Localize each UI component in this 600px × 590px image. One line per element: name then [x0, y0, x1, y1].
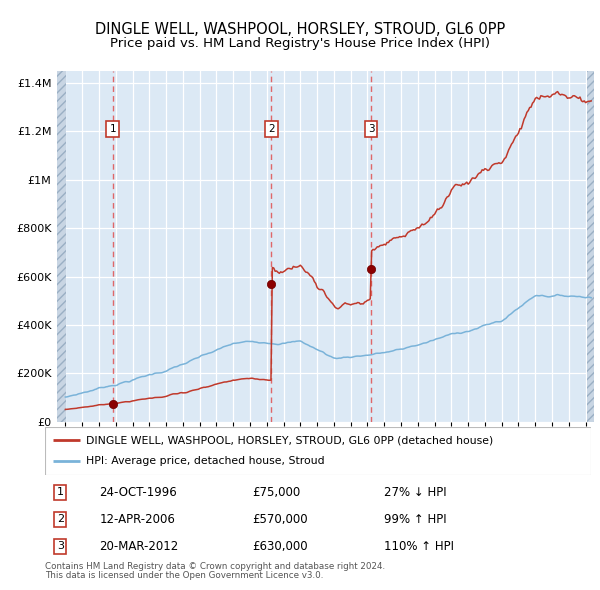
Text: 12-APR-2006: 12-APR-2006: [100, 513, 175, 526]
Text: 110% ↑ HPI: 110% ↑ HPI: [383, 540, 454, 553]
Text: £570,000: £570,000: [253, 513, 308, 526]
Text: 20-MAR-2012: 20-MAR-2012: [100, 540, 179, 553]
Bar: [57, 71, 66, 422]
Text: 27% ↓ HPI: 27% ↓ HPI: [383, 486, 446, 499]
Text: £75,000: £75,000: [253, 486, 301, 499]
Text: DINGLE WELL, WASHPOOL, HORSLEY, STROUD, GL6 0PP: DINGLE WELL, WASHPOOL, HORSLEY, STROUD, …: [95, 22, 505, 37]
Bar: [57, 71, 66, 422]
Text: Price paid vs. HM Land Registry's House Price Index (HPI): Price paid vs. HM Land Registry's House …: [110, 37, 490, 50]
Text: 99% ↑ HPI: 99% ↑ HPI: [383, 513, 446, 526]
Text: 2: 2: [268, 124, 275, 134]
Text: 1: 1: [109, 124, 116, 134]
Bar: [587, 71, 594, 422]
Text: 1: 1: [57, 487, 64, 497]
FancyBboxPatch shape: [45, 427, 591, 475]
Text: 3: 3: [57, 541, 64, 551]
Text: HPI: Average price, detached house, Stroud: HPI: Average price, detached house, Stro…: [86, 457, 325, 467]
Text: DINGLE WELL, WASHPOOL, HORSLEY, STROUD, GL6 0PP (detached house): DINGLE WELL, WASHPOOL, HORSLEY, STROUD, …: [86, 435, 493, 445]
Text: This data is licensed under the Open Government Licence v3.0.: This data is licensed under the Open Gov…: [45, 571, 323, 579]
Text: 3: 3: [368, 124, 374, 134]
Text: 2: 2: [57, 514, 64, 525]
Text: £630,000: £630,000: [253, 540, 308, 553]
Text: 24-OCT-1996: 24-OCT-1996: [100, 486, 178, 499]
Bar: [587, 71, 594, 422]
Text: Contains HM Land Registry data © Crown copyright and database right 2024.: Contains HM Land Registry data © Crown c…: [45, 562, 385, 571]
